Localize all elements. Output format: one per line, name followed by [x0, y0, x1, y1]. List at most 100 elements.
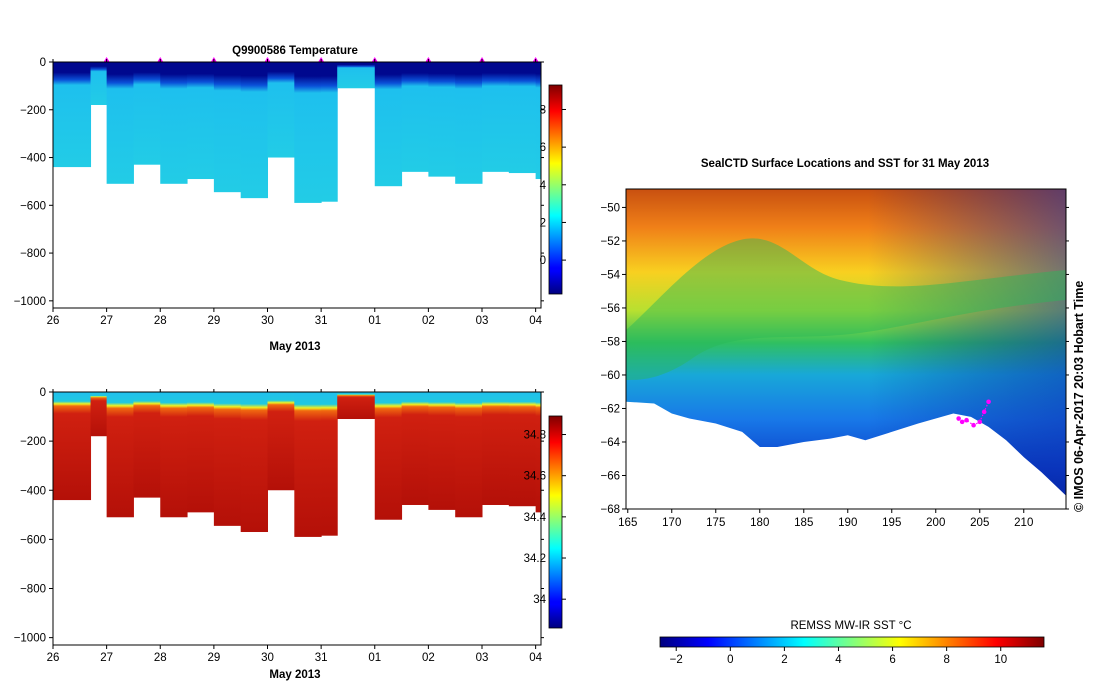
seal-location: [964, 417, 969, 423]
temperature-colorbar-ticks: 0 2 4 6 8: [540, 104, 566, 267]
temperature-colorbar: [548, 84, 563, 295]
colorbar-tick-label: 8: [540, 104, 546, 116]
profile-column: [535, 62, 542, 180]
seal-location: [971, 422, 976, 428]
map-y-tick-label: −62: [600, 403, 620, 415]
sst-colorbar-tick-label: 0: [727, 654, 733, 666]
temperature-panel: Q9900586 Temperature 26 27 28 29 30 31 01 02 03 0…: [14, 45, 566, 353]
x-tick-label: 04: [529, 315, 542, 327]
x-tick-label: 28: [154, 315, 167, 327]
y-tick-label: −400: [20, 153, 46, 165]
salinity-colorbar-ticks: 34 34.2 34.4 34.6 34.8: [524, 430, 566, 606]
profile-column: [187, 392, 215, 513]
x-tick-label: 28: [154, 652, 167, 664]
seal-location: [959, 419, 965, 425]
profile-column: [374, 62, 403, 187]
profile-column: [508, 62, 537, 174]
profile-column: [535, 392, 542, 513]
profile-column: [53, 392, 92, 501]
sst-colorbar-tick-label: −2: [670, 654, 683, 666]
antarctica-land: [626, 401, 1066, 509]
profile-column: [213, 392, 242, 526]
x-tick-label: 04: [529, 652, 542, 664]
map-y-tick-label: −68: [600, 504, 620, 516]
profile-column: [337, 62, 376, 89]
x-tick-label: 03: [476, 315, 489, 327]
x-tick-label: 31: [315, 315, 328, 327]
y-tick-label: −1000: [14, 633, 46, 645]
profile-column: [240, 392, 269, 533]
profile-column: [267, 392, 295, 491]
x-tick-label: 03: [476, 652, 489, 664]
sst-map-axes: 165 170 175 180 185 190 195 200 205 210 −50 −52 −54 −…: [600, 202, 1069, 529]
profile-column: [294, 62, 322, 203]
colorbar-tick-label: 2: [540, 217, 546, 229]
map-y-tick-label: −56: [600, 303, 620, 315]
y-tick-label: −800: [20, 248, 46, 260]
sst-colorbar: [659, 636, 1045, 648]
salinity-plot-frame: [52, 391, 542, 646]
map-x-tick-label: 175: [706, 517, 725, 529]
y-tick-label: −800: [20, 584, 46, 596]
sst-colorbar-tick-label: 6: [889, 654, 895, 666]
profile-column: [508, 392, 537, 507]
salinity-xlabel: May 2013: [269, 669, 320, 681]
map-x-tick-label: 205: [970, 517, 989, 529]
profile-column: [213, 62, 242, 193]
seal-location: [977, 419, 983, 425]
map-y-tick-label: −58: [600, 336, 620, 348]
colorbar-tick-label: 6: [540, 142, 546, 154]
profile-column: [482, 392, 510, 505]
sst-map-frame: [625, 188, 1067, 510]
sst-map-panel: SealCTD Surface Locations and SST for 31…: [600, 158, 1086, 666]
map-y-tick-label: −64: [600, 437, 620, 449]
salinity-axes: 26 27 28 29 30 31 01 02 03 04 0 −200 −400 −600 −800 −10…: [14, 387, 544, 664]
map-y-tick-label: −66: [600, 470, 620, 482]
x-tick-label: 29: [207, 315, 220, 327]
map-y-tick-label: −52: [600, 236, 620, 248]
x-tick-label: 31: [315, 652, 328, 664]
x-tick-label: 26: [47, 315, 60, 327]
profile-column: [160, 392, 188, 518]
y-tick-label: −1000: [14, 296, 46, 308]
profile-column: [428, 62, 456, 177]
salinity-panel: 26 27 28 29 30 31 01 02 03 04 0 −200 −400 −600 −800 −10…: [14, 387, 566, 681]
sst-map-title: SealCTD Surface Locations and SST for 31…: [701, 158, 989, 170]
x-tick-label: 02: [422, 315, 435, 327]
profile-column: [428, 392, 456, 510]
profile-column: [374, 392, 403, 520]
sst-colorbar-tick-label: 2: [781, 654, 787, 666]
colorbar-tick-label: 34.6: [524, 471, 546, 483]
profile-column: [294, 392, 322, 537]
map-x-tick-label: 165: [618, 517, 637, 529]
x-tick-label: 30: [261, 652, 274, 664]
sst-colorbar-tick-label: 8: [943, 654, 949, 666]
profile-column: [267, 62, 295, 158]
y-tick-label: 0: [40, 57, 46, 69]
temperature-title: Q9900586 Temperature: [232, 45, 358, 57]
profile-column: [240, 62, 269, 199]
profile-column: [455, 62, 483, 184]
profile-column: [337, 392, 376, 420]
map-y-tick-label: −54: [600, 269, 620, 281]
sst-green-tongue: [626, 238, 1066, 380]
profile-column: [160, 62, 188, 184]
x-tick-label: 01: [368, 652, 381, 664]
map-y-tick-label: −60: [600, 370, 620, 382]
profile-column: [90, 62, 108, 105]
profile-column: [187, 62, 215, 180]
map-x-tick-label: 200: [926, 517, 945, 529]
profile-column: [106, 62, 134, 184]
colorbar-tick-label: 0: [540, 255, 546, 267]
y-tick-label: −400: [20, 485, 46, 497]
y-tick-label: −600: [20, 534, 46, 546]
salinity-colorbar: [548, 415, 563, 629]
sst-colorbar-tick-label: 10: [994, 654, 1007, 666]
map-x-tick-label: 210: [1014, 517, 1033, 529]
temperature-xlabel: May 2013: [269, 341, 320, 353]
colorbar-tick-label: 34.2: [524, 553, 546, 565]
map-x-tick-label: 185: [794, 517, 813, 529]
profile-column: [133, 62, 161, 165]
colorbar-tick-label: 34.8: [524, 430, 546, 442]
